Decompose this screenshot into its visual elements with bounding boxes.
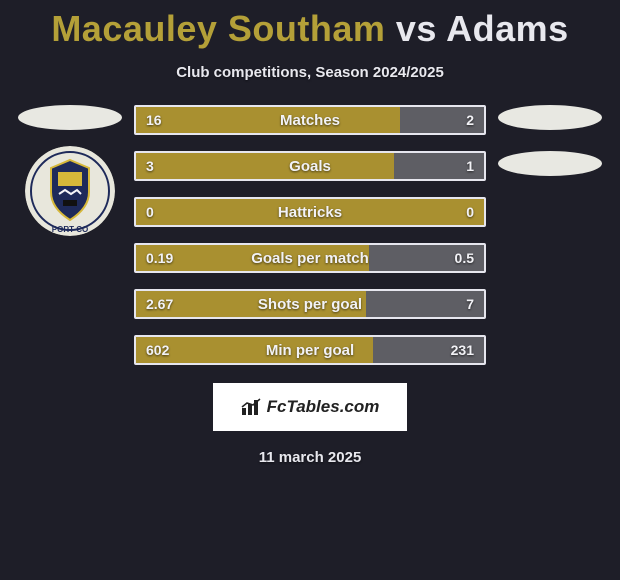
stat-seg-right [373,337,484,363]
stat-seg-right [366,291,484,317]
stat-row: Min per goal602231 [134,335,486,365]
stat-seg-left [136,107,400,133]
player1-name: Macauley Southam [51,8,385,49]
stat-seg-left [136,199,484,225]
page-title: Macauley Southam vs Adams [0,0,620,50]
comparison-grid: PORT CO Matches162 Goals31 Hattricks00 Goal… [0,105,620,365]
bars-icon [241,398,263,416]
footer-brand-box: FcTables.com [213,383,407,431]
stat-seg-left [136,337,373,363]
bars-container: Matches162 Goals31 Hattricks00 Goals per ma… [134,105,486,365]
brand-label: FcTables.com [241,397,380,417]
right-logo-column [498,105,602,176]
stat-row: Hattricks00 [134,197,486,227]
left-logo-column: PORT CO [18,105,122,236]
stat-seg-left [136,245,369,271]
stat-seg-right [394,153,484,179]
player1-club-ellipse [18,105,122,130]
player2-name: Adams [446,8,569,49]
player1-club-crest: PORT CO [25,146,115,236]
vs-text: vs [385,8,446,49]
stat-row: Goals per match0.190.5 [134,243,486,273]
stat-row: Goals31 [134,151,486,181]
stat-seg-left [136,153,394,179]
brand-text: FcTables.com [267,397,380,417]
stat-seg-left [136,291,366,317]
crest-icon: PORT CO [25,146,115,236]
stat-row: Shots per goal2.677 [134,289,486,319]
player2-club-ellipse-1 [498,105,602,130]
stat-seg-right [400,107,484,133]
svg-text:PORT CO: PORT CO [52,225,88,234]
subtitle: Club competitions, Season 2024/2025 [0,64,620,81]
stat-seg-right [369,245,484,271]
stat-row: Matches162 [134,105,486,135]
player2-club-ellipse-2 [498,151,602,176]
date-label: 11 march 2025 [0,449,620,466]
